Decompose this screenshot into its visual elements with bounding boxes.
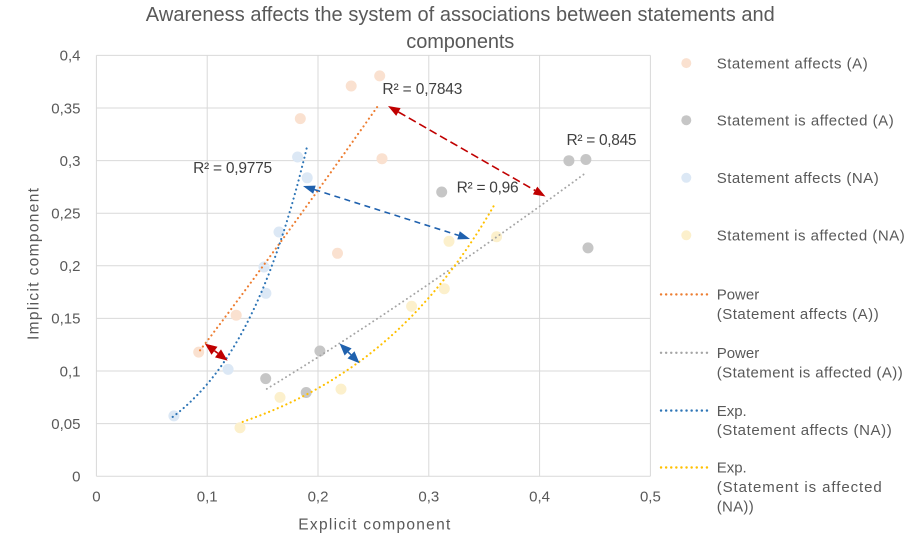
svg-text:Power: Power — [717, 345, 760, 362]
svg-text:(NA)): (NA)) — [717, 499, 754, 516]
svg-text:Implicit component: Implicit component — [26, 187, 43, 340]
svg-text:Statement affects (A): Statement affects (A) — [717, 55, 868, 72]
svg-text:Statement is affected (A): Statement is affected (A) — [717, 112, 894, 129]
svg-text:Power: Power — [717, 287, 760, 304]
svg-text:0,4: 0,4 — [529, 489, 550, 506]
svg-text:0,15: 0,15 — [51, 311, 80, 328]
svg-text:0,3: 0,3 — [60, 153, 81, 170]
svg-text:0,2: 0,2 — [308, 489, 329, 506]
svg-text:R² = 0,845: R² = 0,845 — [567, 132, 637, 149]
svg-text:Exp.: Exp. — [717, 460, 747, 477]
svg-text:0: 0 — [72, 469, 80, 486]
svg-text:(Statement affects (NA)): (Statement affects (NA)) — [717, 422, 892, 439]
svg-text:Statement affects (NA): Statement affects (NA) — [717, 170, 879, 187]
svg-text:0,2: 0,2 — [60, 258, 81, 275]
svg-text:0,5: 0,5 — [640, 489, 661, 506]
svg-text:R² = 0,9775: R² = 0,9775 — [193, 160, 272, 177]
svg-text:(Statement is affected (A)): (Statement is affected (A)) — [717, 364, 903, 381]
svg-text:Statement is affected (NA): Statement is affected (NA) — [717, 228, 905, 245]
svg-text:Awareness affects the system o: Awareness affects the system of associat… — [146, 4, 775, 26]
svg-text:components: components — [406, 31, 514, 53]
svg-text:0,1: 0,1 — [197, 489, 218, 506]
svg-text:0,35: 0,35 — [51, 100, 80, 117]
svg-text:Explicit component: Explicit component — [298, 517, 451, 534]
svg-text:Exp.: Exp. — [717, 403, 747, 420]
svg-text:(Statement affects (A)): (Statement affects (A)) — [717, 306, 879, 323]
svg-text:R² = 0,96: R² = 0,96 — [457, 180, 519, 197]
svg-text:0,3: 0,3 — [418, 489, 439, 506]
svg-text:(Statement is affected: (Statement is affected — [717, 479, 882, 496]
svg-text:0: 0 — [92, 489, 100, 506]
svg-text:0,25: 0,25 — [51, 206, 80, 223]
svg-text:0,4: 0,4 — [60, 48, 81, 65]
svg-text:R² = 0,7843: R² = 0,7843 — [382, 81, 462, 98]
svg-text:0,05: 0,05 — [51, 416, 80, 433]
svg-text:0,1: 0,1 — [60, 363, 81, 380]
